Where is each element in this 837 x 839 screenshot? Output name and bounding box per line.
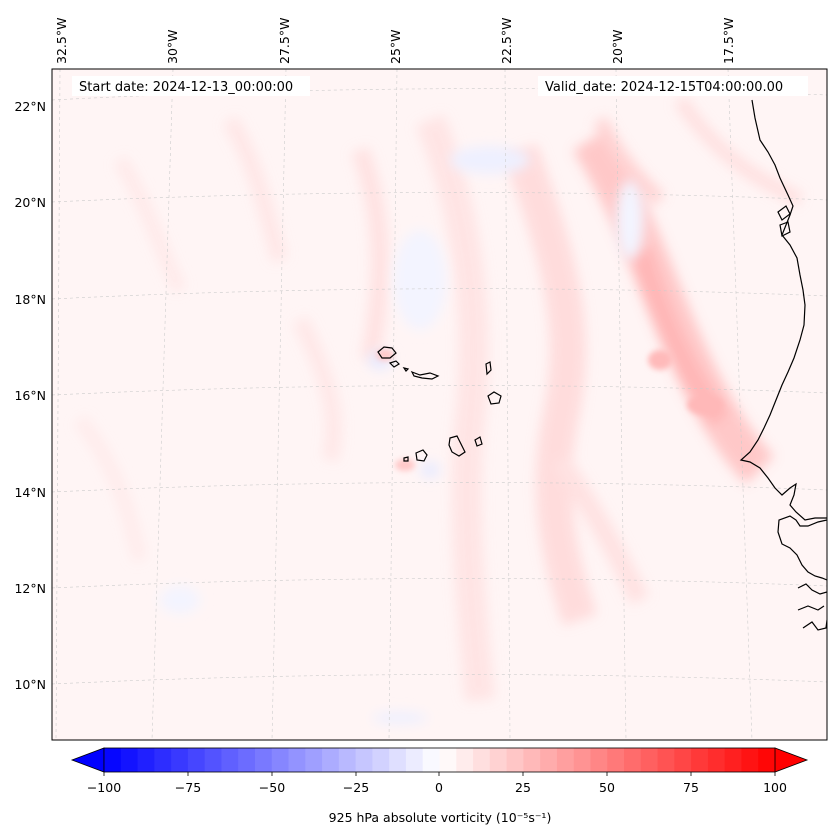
- lat-label-22n: 22°N: [14, 99, 46, 114]
- island-boa-vista: [487, 391, 502, 405]
- island-santiago: [448, 435, 466, 457]
- lat-label-18n: 18°N: [14, 292, 46, 307]
- colorbar-cell: [154, 748, 172, 772]
- colorbar-cells: [104, 748, 776, 772]
- lon-label-32-5w: 32.5°W: [54, 18, 69, 64]
- lon-label-27-5w: 27.5°W: [277, 18, 292, 64]
- colorbar-cell: [707, 748, 726, 772]
- map-frame: [51, 68, 828, 741]
- cbar-tick-50: 50: [599, 780, 615, 795]
- colorbar-frame: [103, 747, 776, 773]
- lon-label-30w: 30°W: [165, 29, 180, 64]
- colorbar-cell: [120, 748, 139, 772]
- colorbar-cell: [405, 748, 424, 772]
- colorbar-cell: [355, 748, 373, 772]
- colorbar-extend-low: [70, 747, 105, 773]
- colorbar-cell: [506, 748, 524, 772]
- colorbar-ticks: [103, 772, 776, 776]
- colorbar-cell: [439, 748, 457, 772]
- island-sao-nicolau: [410, 370, 440, 380]
- colorbar-cell: [254, 748, 273, 772]
- colorbar-cell: [624, 748, 642, 772]
- start-date-box: [72, 76, 310, 96]
- lat-label-14n: 14°N: [14, 485, 46, 500]
- colorbar-cell: [573, 748, 591, 772]
- island-santo-antao: [377, 346, 397, 359]
- colorbar-cell: [473, 748, 491, 772]
- colorbar-cell: [238, 748, 256, 772]
- colorbar-cell: [556, 748, 575, 772]
- cbar-tick-m25: −25: [343, 780, 369, 795]
- lon-label-22-5w: 22.5°W: [499, 18, 514, 64]
- colorbar-label: 925 hPa absolute vorticity (10⁻⁵s⁻¹): [329, 810, 552, 825]
- lon-label-25w: 25°W: [388, 29, 403, 64]
- lat-label-10n: 10°N: [14, 677, 46, 692]
- colorbar: −100 −75 −50 −25 0 25 50 75 100 925 hPa …: [70, 747, 809, 825]
- africa-coastline: [739, 99, 827, 631]
- lon-label-20w: 20°W: [610, 29, 625, 64]
- colorbar-cell: [590, 748, 608, 772]
- colorbar-cell: [607, 748, 625, 772]
- lat-label-20n: 20°N: [14, 195, 46, 210]
- longitude-labels: 32.5°W 30°W 27.5°W 25°W 22.5°W 20°W 17.5…: [54, 18, 736, 64]
- valid-date-box: [538, 76, 808, 96]
- graticule: [52, 69, 827, 740]
- cbar-tick-75: 75: [683, 780, 699, 795]
- island-sao-vicente: [388, 360, 400, 368]
- valid-date-label: Valid_date: 2024-12-15T04:00:00.00: [545, 80, 783, 95]
- colorbar-cell: [657, 748, 675, 772]
- lat-label-12n: 12°N: [14, 581, 46, 596]
- start-date-label: Start date: 2024-12-13_00:00:00: [79, 80, 293, 95]
- colorbar-cell: [271, 748, 290, 772]
- island-brava: [403, 456, 409, 462]
- colorbar-cell: [372, 748, 390, 772]
- cbar-tick-25: 25: [515, 780, 531, 795]
- colorbar-cell: [640, 748, 659, 772]
- colorbar-cell: [322, 748, 340, 772]
- latitude-labels: 22°N 20°N 18°N 16°N 14°N 12°N 10°N: [14, 99, 46, 692]
- colorbar-cell: [288, 748, 306, 772]
- colorbar-cell: [171, 748, 189, 772]
- cbar-tick-100: 100: [763, 780, 787, 795]
- colorbar-cell: [389, 748, 407, 772]
- colorbar-tick-labels: −100 −75 −50 −25 0 25 50 75 100: [87, 780, 787, 795]
- colorbar-cell: [104, 748, 122, 772]
- colorbar-cell: [540, 748, 558, 772]
- map-panel: [52, 69, 827, 740]
- negative-vorticity-patches: [160, 146, 644, 724]
- island-maio: [474, 436, 483, 447]
- colorbar-cell: [456, 748, 474, 772]
- colorbar-cell: [674, 748, 692, 772]
- positive-vorticity-spots: [376, 349, 723, 471]
- colorbar-extend-high: [774, 747, 809, 773]
- header-bar: Start date: 2024-12-13_00:00:00 Valid_da…: [72, 76, 808, 96]
- colorbar-cell: [724, 748, 742, 772]
- colorbar-cell: [422, 748, 440, 772]
- lat-label-16n: 16°N: [14, 388, 46, 403]
- cbar-tick-m100: −100: [87, 780, 121, 795]
- colorbar-cell: [758, 748, 776, 772]
- cbar-tick-m75: −75: [175, 780, 201, 795]
- colorbar-cell: [137, 748, 155, 772]
- colorbar-cell: [204, 748, 222, 772]
- island-fogo: [415, 449, 428, 462]
- colorbar-cell: [489, 748, 508, 772]
- lon-label-17-5w: 17.5°W: [721, 18, 736, 64]
- island-santa-luzia: [402, 367, 410, 372]
- island-sal: [485, 361, 492, 376]
- colorbar-cell: [221, 748, 239, 772]
- colorbar-cell: [691, 748, 709, 772]
- colorbar-cell: [741, 748, 759, 772]
- colorbar-cell: [305, 748, 323, 772]
- colorbar-cell: [523, 748, 541, 772]
- colorbar-cell: [187, 748, 206, 772]
- colorbar-cell: [338, 748, 357, 772]
- cbar-tick-0: 0: [435, 780, 443, 795]
- cape-verde-islands: [377, 346, 502, 462]
- cbar-tick-m50: −50: [259, 780, 285, 795]
